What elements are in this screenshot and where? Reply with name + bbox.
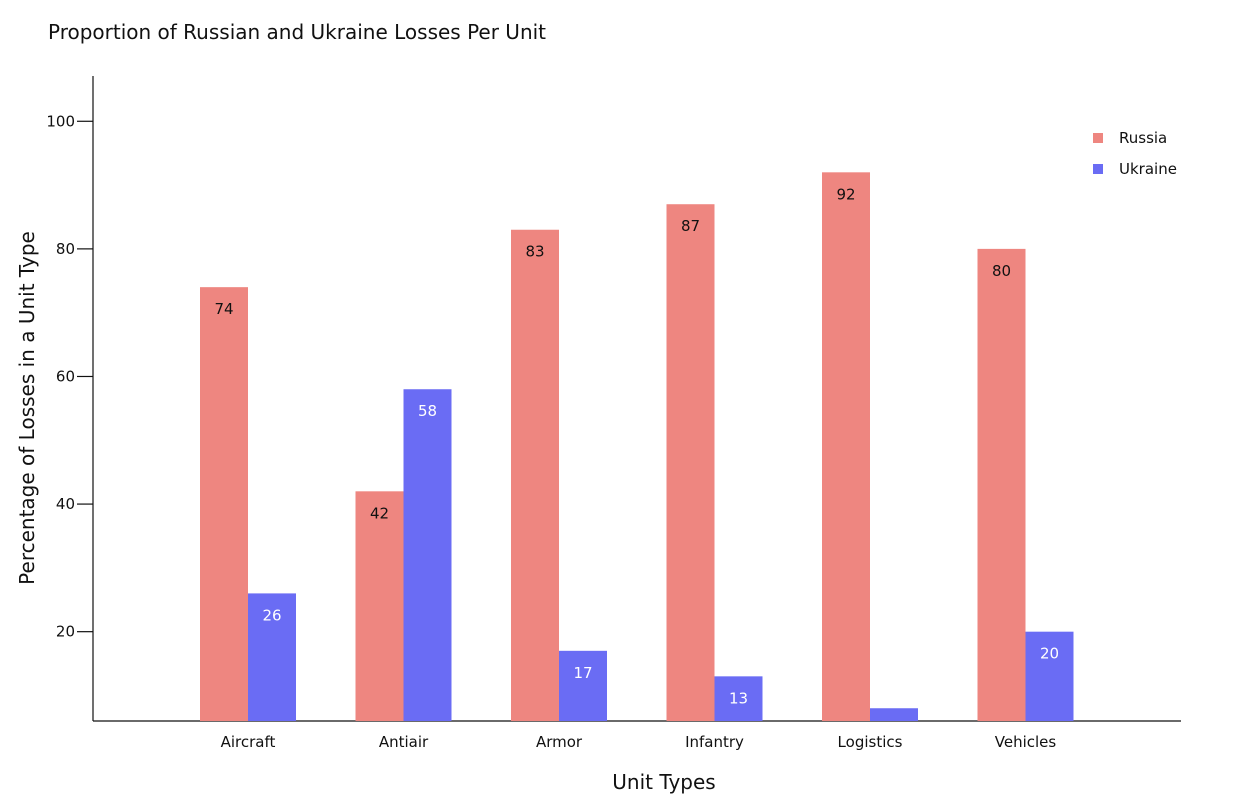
legend-label-ukraine: Ukraine [1119,160,1177,178]
y-axis-ticks: 20 40 60 80 100 [46,112,93,641]
bar-russia-aircraft [200,287,248,721]
x-axis-tick-labels: Aircraft Antiair Armor Infantry Logistics Veh… [221,733,1057,751]
data-label-ukraine-logistics: 8 [889,721,899,739]
bar-russia-armor [511,229,559,722]
data-label-ukraine-infantry: 13 [729,689,748,707]
x-tick-label: Logistics [838,733,903,751]
data-label-russia-logistics: 92 [836,185,855,203]
x-tick-label: Vehicles [995,733,1057,751]
data-label-ukraine-vehicles: 20 [1040,645,1059,663]
legend-swatch-ukraine [1093,164,1103,174]
chart-title: Proportion of Russian and Ukraine Losses… [48,20,546,44]
y-tick-label: 80 [56,240,75,258]
x-tick-label: Armor [536,733,583,751]
bar-ukraine-armor [559,650,607,721]
data-label-ukraine-antiair: 58 [418,402,437,420]
x-axis-label: Unit Types [612,770,715,794]
data-label-ukraine-armor: 17 [573,664,592,682]
y-tick-label: 60 [56,367,75,385]
bar-ukraine-infantry [714,676,763,721]
legend-label-russia: Russia [1119,129,1167,147]
bar-ukraine-aircraft [248,593,296,721]
y-tick-label: 100 [46,112,75,130]
x-tick-label: Aircraft [221,733,276,751]
legend: Russia Ukraine [1093,129,1177,178]
bar-ukraine-logistics [870,708,918,721]
data-label-ukraine-aircraft: 26 [262,606,281,624]
bar-russia-infantry [666,204,715,722]
bars: 74 26 42 58 83 17 87 13 92 8 80 20 [200,172,1074,739]
data-label-russia-aircraft: 74 [214,300,233,318]
bar-russia-vehicles [977,248,1026,721]
bar-russia-logistics [822,172,870,721]
data-label-russia-vehicles: 80 [992,262,1011,280]
data-label-russia-infantry: 87 [681,217,700,235]
bar-ukraine-vehicles [1025,631,1074,721]
legend-swatch-russia [1093,133,1103,143]
data-label-russia-armor: 83 [525,243,544,261]
x-tick-label: Antiair [379,733,429,751]
y-axis-label: Percentage of Losses in a Unit Type [15,231,39,585]
data-label-russia-antiair: 42 [370,504,389,522]
x-tick-label: Infantry [685,733,744,751]
y-tick-label: 20 [56,623,75,641]
bar-ukraine-antiair [403,389,452,721]
y-tick-label: 40 [56,495,75,513]
bar-russia-antiair [355,491,404,721]
